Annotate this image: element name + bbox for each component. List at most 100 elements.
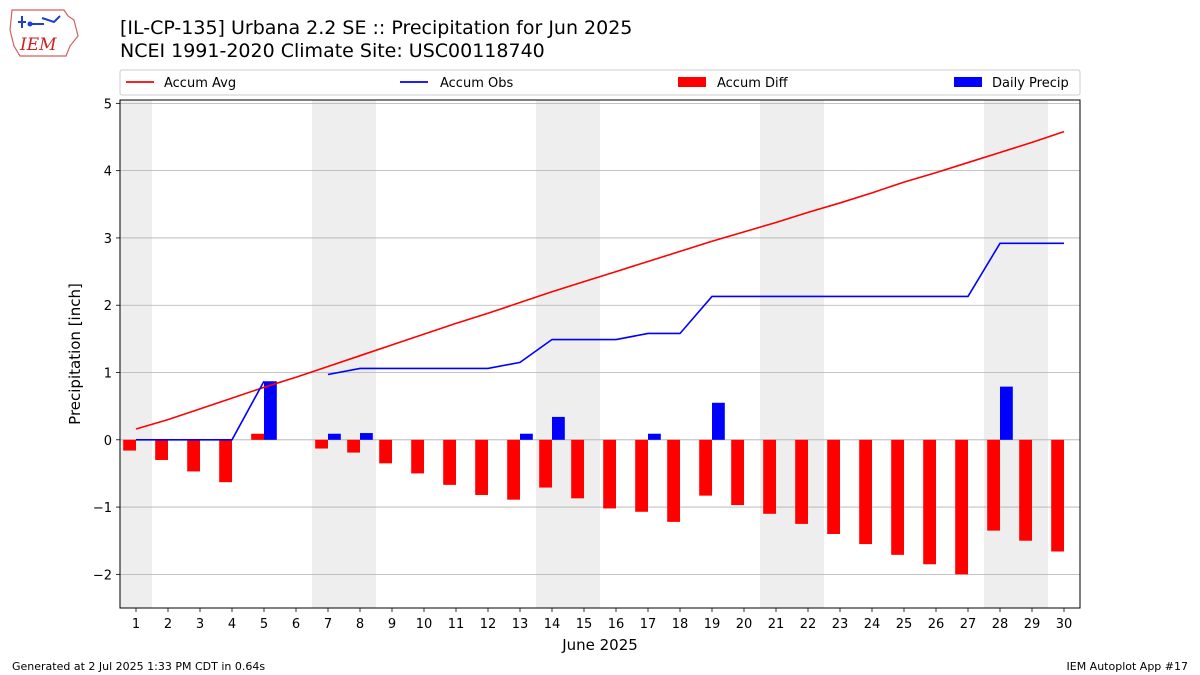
- series-lines: [135, 130, 1065, 441]
- accum-obs-line-1: [327, 242, 1064, 376]
- y-axis-label: Precipitation [inch]: [66, 283, 84, 425]
- iem-logo: IEM: [9, 9, 79, 57]
- y-tick-label--1: −1: [93, 501, 112, 516]
- weekend-band-15: [568, 100, 600, 608]
- gridlines: [120, 102, 1080, 575]
- diff-bar-10: [411, 439, 424, 474]
- x-tick-label-10: 10: [416, 617, 433, 632]
- x-axis-label: June 2025: [561, 636, 638, 654]
- y-tick-label-4: 4: [104, 165, 112, 180]
- diff-bar-8: [347, 439, 360, 453]
- x-tick-label-11: 11: [448, 617, 465, 632]
- x-tick-label-30: 30: [1056, 617, 1073, 632]
- diff-bar-1: [123, 439, 136, 451]
- x-tick-label-6: 6: [292, 617, 300, 632]
- weekend-band-22: [792, 100, 824, 608]
- diff-bar-29: [1019, 439, 1032, 541]
- diff-bar-19: [699, 439, 712, 496]
- diff-bar-18: [667, 439, 680, 522]
- daily-precip-bars: [264, 381, 1013, 440]
- y-tick-label-0: 0: [104, 434, 112, 449]
- daily-bar-7: [328, 433, 341, 440]
- plot-frame: [119, 99, 1081, 609]
- x-tick-label-19: 19: [704, 617, 721, 632]
- diff-bar-11: [443, 439, 456, 485]
- x-tick-label-9: 9: [388, 617, 396, 632]
- y-tick-label--2: −2: [93, 568, 112, 583]
- weekend-band-14: [536, 100, 568, 608]
- diff-bar-22: [795, 439, 808, 524]
- x-tick-label-22: 22: [800, 617, 817, 632]
- legend-swatch-3: [954, 77, 982, 87]
- y-tick-label-5: 5: [104, 97, 112, 112]
- diff-bar-14: [539, 439, 552, 488]
- daily-bar-14: [552, 416, 565, 440]
- weekend-band-1: [120, 100, 152, 608]
- weekend-band-28: [984, 100, 1016, 608]
- x-tick-label-13: 13: [512, 617, 529, 632]
- diff-bar-23: [827, 439, 840, 534]
- legend-label-1: Accum Obs: [440, 76, 513, 91]
- x-tick-label-21: 21: [768, 617, 785, 632]
- x-tick-label-24: 24: [864, 617, 881, 632]
- diff-bar-9: [379, 439, 392, 464]
- diff-bar-4: [219, 439, 232, 483]
- legend-box: [119, 69, 1081, 96]
- x-tick-label-29: 29: [1024, 617, 1041, 632]
- x-tick-label-26: 26: [928, 617, 945, 632]
- x-tick-label-20: 20: [736, 617, 753, 632]
- legend-label-3: Daily Precip: [992, 76, 1069, 91]
- y-tick-label-2: 2: [104, 299, 112, 314]
- y-axis-ticks: −2 −1 0 1 2 3 4 5: [93, 97, 120, 583]
- daily-bar-5: [264, 381, 277, 440]
- daily-bar-28: [1000, 386, 1013, 440]
- y-tick-label-1: 1: [104, 367, 112, 382]
- daily-bar-17: [648, 433, 661, 440]
- x-tick-label-28: 28: [992, 617, 1009, 632]
- accum-obs-line-0: [136, 380, 265, 441]
- x-tick-label-18: 18: [672, 617, 689, 632]
- x-tick-label-3: 3: [196, 617, 204, 632]
- x-tick-label-17: 17: [640, 617, 657, 632]
- chart-title: [IL-CP-135] Urbana 2.2 SE :: Precipitati…: [120, 17, 633, 39]
- daily-bar-13: [520, 433, 533, 440]
- x-tick-label-14: 14: [544, 617, 561, 632]
- chart-subtitle: NCEI 1991-2020 Climate Site: USC00118740: [120, 40, 545, 62]
- diff-bar-27: [955, 439, 968, 575]
- daily-bar-8: [360, 433, 373, 440]
- diff-bar-30: [1051, 439, 1064, 552]
- accum-avg-line-0: [135, 130, 1065, 430]
- x-tick-label-27: 27: [960, 617, 977, 632]
- generated-timestamp: Generated at 2 Jul 2025 1:33 PM CDT in 0…: [12, 660, 266, 673]
- diff-bar-15: [571, 439, 584, 499]
- diff-bar-12: [475, 439, 488, 495]
- x-tick-label-5: 5: [260, 617, 268, 632]
- legend-label-0: Accum Avg: [164, 76, 236, 91]
- legend-swatch-2: [678, 77, 706, 87]
- diff-bar-24: [859, 439, 872, 545]
- legend-label-2: Accum Diff: [717, 76, 789, 91]
- weekend-band-8: [344, 100, 376, 608]
- x-axis-ticks: 1 2 3 4 5 6 7 8 9 10 11 12 13 14 15 16 17 18 19 20 21 22 23 24 2…: [132, 608, 1072, 632]
- diff-bar-17: [635, 439, 648, 512]
- x-tick-label-15: 15: [576, 617, 593, 632]
- diff-bar-28: [987, 439, 1000, 531]
- x-tick-label-25: 25: [896, 617, 913, 632]
- diff-bar-13: [507, 439, 520, 500]
- diff-bar-3: [187, 439, 200, 472]
- diff-bar-16: [603, 439, 616, 509]
- app-credit: IEM Autoplot App #17: [1066, 660, 1189, 673]
- daily-bar-19: [712, 402, 725, 440]
- legend: Accum Avg Accum Obs Accum Diff Daily Precip: [119, 69, 1081, 96]
- x-tick-label-16: 16: [608, 617, 625, 632]
- x-tick-label-23: 23: [832, 617, 849, 632]
- weekend-band-21: [760, 100, 792, 608]
- x-tick-label-4: 4: [228, 617, 236, 632]
- logo-text: IEM: [19, 35, 57, 55]
- x-tick-label-2: 2: [164, 617, 172, 632]
- weekend-band-7: [312, 100, 344, 608]
- diff-bar-5: [251, 433, 264, 440]
- x-tick-label-8: 8: [356, 617, 364, 632]
- accum-diff-bars: [123, 433, 1064, 575]
